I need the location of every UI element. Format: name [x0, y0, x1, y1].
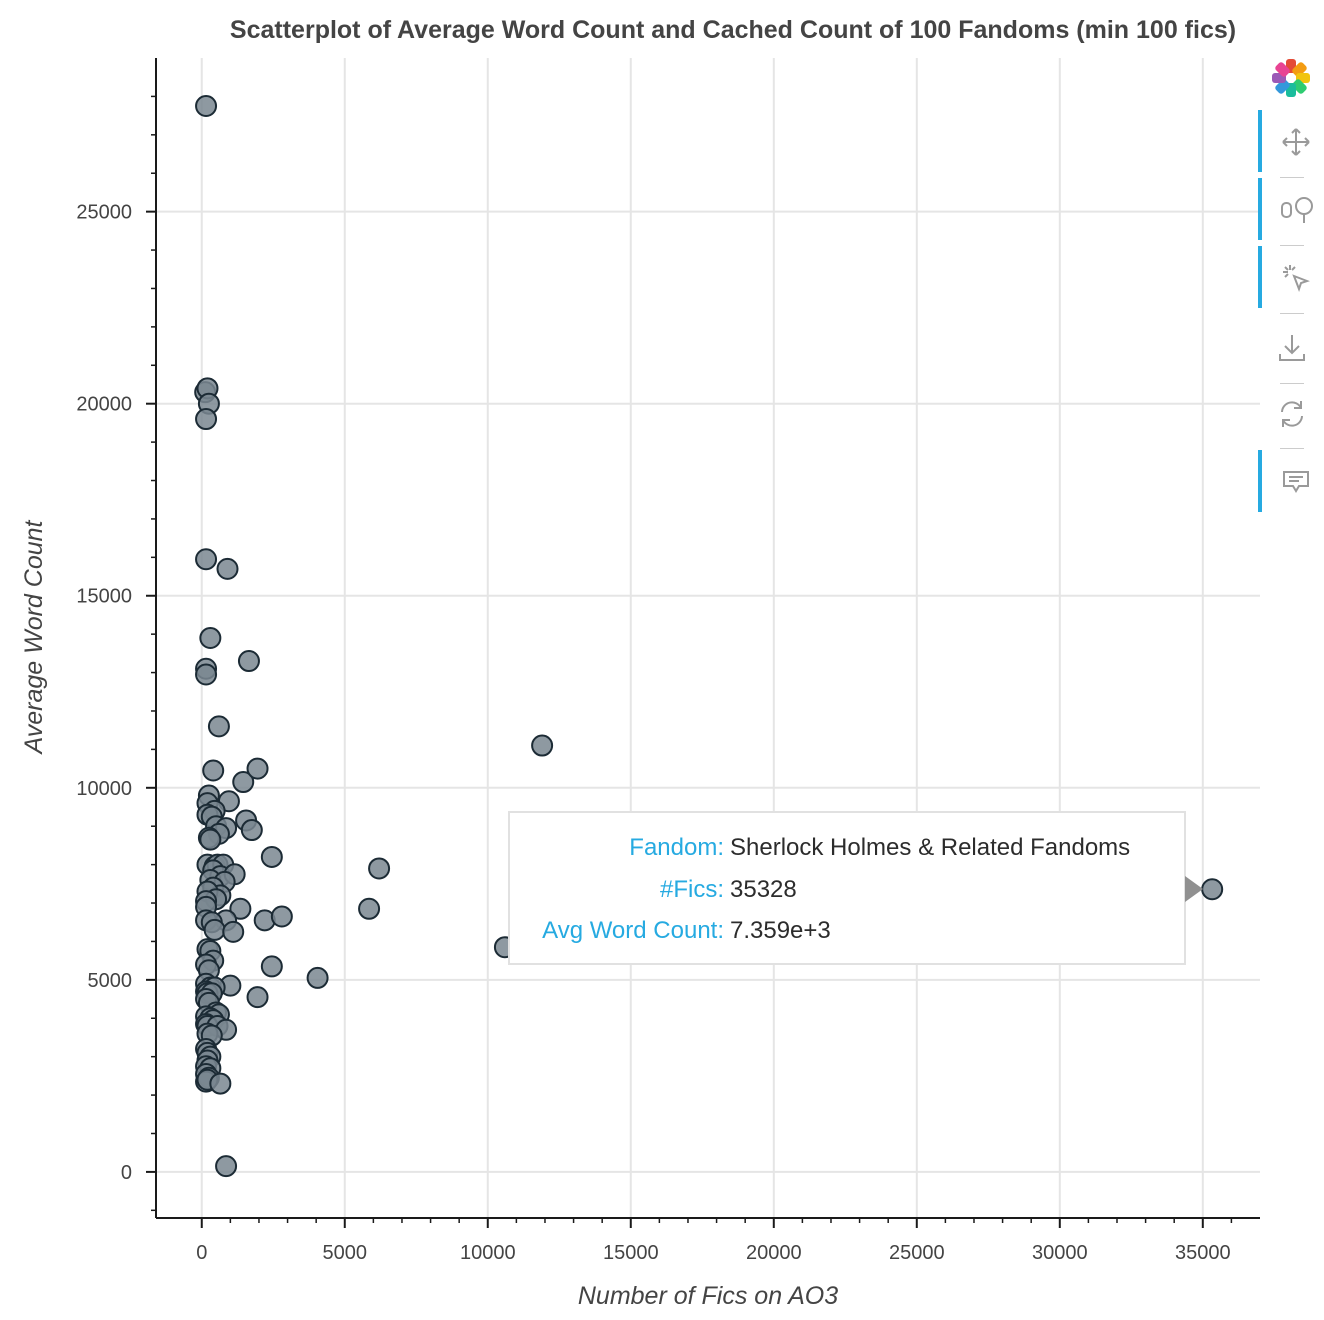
scatter-point[interactable] [195, 663, 218, 686]
x-tick-label: 30000 [1032, 1242, 1088, 1264]
tooltip-key-avg-word-count: Avg Word Count: [542, 917, 724, 944]
scatter-point[interactable] [195, 548, 218, 571]
data-points[interactable] [194, 95, 1224, 1178]
scatter-point[interactable] [368, 857, 391, 880]
chart-toolbar [1258, 50, 1324, 530]
bokeh-logo-icon [1272, 59, 1310, 97]
y-tick-label: 5000 [88, 970, 133, 992]
scatter-point[interactable] [216, 557, 239, 580]
pan-icon [1282, 128, 1310, 156]
tap-select-icon [1283, 265, 1310, 292]
hover-tool-button[interactable] [1258, 450, 1324, 512]
hover-tooltip-icon [1283, 471, 1309, 493]
reset-tool-button[interactable] [1258, 382, 1324, 444]
scatter-point[interactable] [215, 1155, 238, 1178]
x-tick-label: 10000 [460, 1242, 516, 1264]
y-tick-label: 10000 [76, 778, 132, 800]
scatter-point[interactable] [232, 771, 255, 794]
scatter-point[interactable] [246, 986, 269, 1009]
x-tick-label: 20000 [746, 1242, 802, 1264]
y-tick-label: 0 [121, 1162, 132, 1184]
y-tick-label: 15000 [76, 586, 132, 608]
tooltip-key-fandom: Fandom: [629, 834, 724, 861]
x-tick-label: 15000 [603, 1242, 659, 1264]
y-tick-label: 25000 [76, 202, 132, 224]
wheel-zoom-tool-button[interactable] [1258, 178, 1324, 240]
scatter-point[interactable] [195, 408, 218, 431]
reset-icon [1281, 401, 1303, 427]
save-download-icon [1279, 335, 1305, 361]
scatter-point[interactable] [358, 897, 381, 920]
x-tick-label: 5000 [323, 1242, 368, 1264]
scatter-point[interactable] [202, 759, 225, 782]
scatter-point[interactable] [207, 715, 230, 738]
x-tick-label: 25000 [889, 1242, 945, 1264]
y-tick-label: 20000 [76, 394, 132, 416]
scatter-point[interactable] [229, 897, 252, 920]
x-axis-label: Number of Fics on AO3 [578, 1282, 838, 1310]
x-tick-label: 0 [196, 1242, 207, 1264]
scatter-point[interactable] [222, 920, 245, 943]
scatter-point[interactable] [260, 845, 283, 868]
tap-select-tool-button[interactable] [1258, 246, 1324, 308]
scatter-point[interactable] [237, 650, 260, 673]
scatter-point[interactable] [209, 1072, 232, 1095]
tooltip-value-fics: 35328 [730, 876, 797, 903]
chart-title: Scatterplot of Average Word Count and Ca… [230, 16, 1236, 44]
grid [156, 58, 1260, 1218]
scatter-point[interactable] [270, 905, 293, 928]
scatter-point[interactable] [203, 918, 226, 941]
scatter-point[interactable] [306, 966, 329, 989]
scatter-point[interactable] [240, 819, 263, 842]
tooltip-value-fandom: Sherlock Holmes & Related Fandoms [730, 834, 1130, 861]
scatter-point[interactable] [1201, 878, 1224, 901]
scatter-point[interactable] [195, 95, 218, 118]
scatter-point[interactable] [199, 627, 222, 649]
scatter-point[interactable] [199, 828, 222, 851]
hover-tooltip: Fandom: Sherlock Holmes & Related Fandom… [508, 811, 1203, 965]
save-tool-button[interactable] [1258, 316, 1324, 378]
x-tick-label: 35000 [1175, 1242, 1231, 1264]
bokeh-logo[interactable] [1258, 50, 1324, 112]
scatter-point[interactable] [531, 734, 554, 757]
scatter-point[interactable] [246, 757, 269, 780]
tooltip-pointer-icon [1185, 876, 1203, 902]
y-axis-label: Average Word Count [20, 519, 48, 755]
axes: 0 5000 10000 15000 20000 25000 30000 35000 0 5000… [76, 58, 1260, 1264]
pan-tool-button[interactable] [1258, 110, 1324, 172]
tooltip-value-avg-word-count: 7.359e+3 [730, 917, 831, 944]
scatter-point[interactable] [260, 955, 283, 978]
wheel-zoom-icon [1281, 197, 1313, 223]
tooltip-key-fics: #Fics: [660, 876, 724, 903]
